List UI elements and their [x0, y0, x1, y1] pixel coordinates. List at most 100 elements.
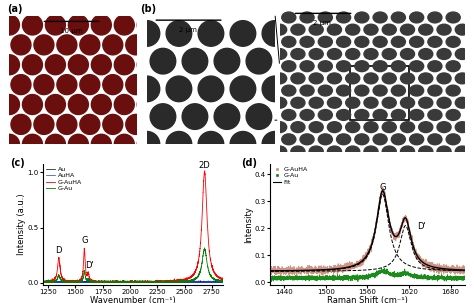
Au: [217, 281, 222, 284]
Circle shape: [198, 21, 224, 46]
G-AuHA: [208, 258, 213, 261]
Circle shape: [319, 36, 332, 47]
Circle shape: [346, 73, 360, 84]
Circle shape: [198, 76, 224, 102]
Circle shape: [150, 48, 176, 74]
AuHA: [173, 281, 178, 284]
Circle shape: [419, 97, 433, 108]
G-AuHA: [127, 280, 132, 284]
Circle shape: [273, 48, 287, 59]
Circle shape: [337, 134, 351, 145]
Circle shape: [382, 146, 396, 157]
Y-axis label: Intensity: Intensity: [245, 206, 254, 243]
G-AuHA: [117, 281, 122, 284]
Circle shape: [373, 12, 387, 23]
Au: [173, 281, 178, 284]
Circle shape: [319, 85, 332, 96]
Circle shape: [11, 115, 31, 135]
Circle shape: [455, 48, 469, 59]
Circle shape: [22, 95, 42, 115]
Text: G: G: [379, 183, 386, 192]
Circle shape: [68, 15, 88, 35]
AuHA: [208, 280, 213, 283]
Circle shape: [328, 24, 341, 35]
Circle shape: [319, 109, 332, 120]
Circle shape: [262, 76, 288, 102]
Circle shape: [355, 134, 369, 145]
G-AuHA: [437, 265, 443, 268]
Circle shape: [428, 12, 442, 23]
Circle shape: [382, 97, 396, 108]
Circle shape: [114, 134, 134, 154]
Circle shape: [134, 76, 160, 102]
Circle shape: [373, 36, 387, 47]
Circle shape: [428, 109, 442, 120]
G-Au: [118, 281, 124, 284]
Circle shape: [300, 61, 314, 72]
Circle shape: [11, 75, 31, 95]
Circle shape: [91, 15, 111, 35]
Text: 2 μm: 2 μm: [313, 21, 331, 26]
Circle shape: [428, 61, 442, 72]
Circle shape: [309, 146, 323, 157]
Circle shape: [355, 36, 369, 47]
Circle shape: [80, 35, 100, 55]
Circle shape: [291, 122, 305, 132]
Circle shape: [364, 24, 378, 35]
Circle shape: [401, 24, 415, 35]
Circle shape: [166, 21, 191, 46]
Circle shape: [0, 134, 19, 154]
G-Au: [222, 280, 228, 284]
Circle shape: [446, 36, 460, 47]
G-AuHA: [172, 279, 178, 283]
Circle shape: [401, 73, 415, 84]
G-AuHA: [350, 267, 356, 270]
Circle shape: [291, 146, 305, 157]
Circle shape: [230, 21, 256, 46]
G-Au: [350, 276, 356, 279]
Circle shape: [401, 146, 415, 157]
Line: G-AuHA: G-AuHA: [270, 187, 465, 277]
Circle shape: [282, 12, 296, 23]
G-Au: [290, 276, 295, 280]
G-AuHA: [294, 275, 300, 278]
Circle shape: [137, 15, 157, 35]
Circle shape: [126, 115, 146, 135]
Circle shape: [166, 132, 191, 157]
G-AuHA: [202, 169, 208, 173]
Circle shape: [328, 73, 341, 84]
Circle shape: [337, 85, 351, 96]
G-Au: [437, 277, 443, 281]
G-Au: [202, 246, 208, 250]
G-Au: [217, 278, 222, 282]
Circle shape: [364, 146, 378, 157]
Legend: G-AuHA, G-Au, Fit: G-AuHA, G-Au, Fit: [273, 167, 308, 185]
Circle shape: [126, 0, 146, 15]
Circle shape: [309, 73, 323, 84]
Circle shape: [309, 24, 323, 35]
Circle shape: [0, 55, 19, 75]
Text: (c): (c): [10, 158, 25, 168]
Circle shape: [34, 115, 54, 135]
X-axis label: Raman Shift (cm⁻¹): Raman Shift (cm⁻¹): [327, 296, 408, 303]
Circle shape: [328, 97, 341, 108]
Circle shape: [137, 55, 157, 75]
G-Au: [301, 276, 307, 280]
Au: [154, 281, 160, 285]
Text: 2 μm: 2 μm: [179, 27, 197, 32]
Circle shape: [419, 48, 433, 59]
AuHA: [217, 281, 222, 285]
Circle shape: [446, 134, 460, 145]
Circle shape: [337, 12, 351, 23]
Circle shape: [410, 109, 424, 120]
G-AuHA: [109, 281, 114, 284]
Circle shape: [346, 48, 360, 59]
Circle shape: [410, 61, 424, 72]
Circle shape: [273, 73, 287, 84]
Line: AuHA: AuHA: [43, 281, 225, 283]
Circle shape: [126, 75, 146, 95]
Circle shape: [373, 134, 387, 145]
Fit: [290, 269, 295, 272]
Circle shape: [300, 36, 314, 47]
Circle shape: [337, 109, 351, 120]
